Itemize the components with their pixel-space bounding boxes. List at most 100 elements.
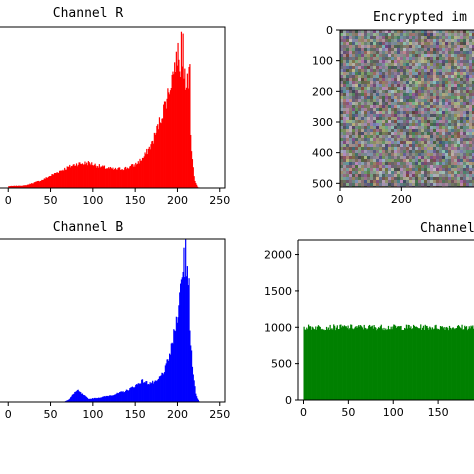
encrypted-pixel — [376, 39, 379, 42]
encrypted-pixel — [442, 48, 445, 51]
encrypted-pixel — [403, 96, 406, 99]
encrypted-pixel — [379, 36, 382, 39]
encrypted-pixel — [427, 144, 430, 147]
encrypted-pixel — [385, 90, 388, 93]
channel-b-bar — [189, 330, 191, 402]
encrypted-pixel — [397, 39, 400, 42]
channel-g-x-tick-label: 100 — [383, 406, 404, 419]
channel-b-bar — [183, 247, 185, 402]
channel-r-bar — [108, 167, 110, 188]
encrypted-pixel — [385, 48, 388, 51]
encrypted-pixel — [469, 30, 472, 33]
encrypted-pixel — [430, 102, 433, 105]
channel-r-bar — [177, 42, 179, 188]
channel-g-bar — [321, 328, 323, 400]
channel-g-bar — [332, 329, 334, 400]
encrypted-pixel — [397, 42, 400, 45]
encrypted-pixel — [433, 39, 436, 42]
encrypted-pixel — [379, 63, 382, 66]
encrypted-pixel — [409, 60, 412, 63]
encrypted-pixel — [346, 141, 349, 144]
encrypted-pixel — [415, 96, 418, 99]
encrypted-pixel — [424, 141, 427, 144]
encrypted-pixel — [340, 87, 343, 90]
encrypted-pixel — [466, 174, 469, 177]
encrypted-pixel — [379, 102, 382, 105]
channel-g-bar — [452, 327, 454, 400]
channel-b-bar — [187, 285, 189, 402]
encrypted-pixel — [439, 66, 442, 69]
encrypted-pixel — [424, 150, 427, 153]
encrypted-pixel — [400, 126, 403, 129]
encrypted-pixel — [412, 120, 415, 123]
channel-b-bar — [66, 400, 68, 402]
encrypted-pixel — [436, 132, 439, 135]
channel-g-bar — [348, 329, 350, 400]
encrypted-pixel — [421, 144, 424, 147]
encrypted-pixel — [346, 168, 349, 171]
encrypted-pixel — [445, 48, 448, 51]
encrypted-pixel — [448, 135, 451, 138]
encrypted-pixel — [376, 180, 379, 183]
encrypted-pixel — [436, 54, 439, 57]
encrypted-pixel — [412, 135, 415, 138]
channel-g-bar — [383, 327, 385, 400]
encrypted-pixel — [418, 153, 421, 156]
channel-r-bar — [103, 166, 105, 188]
encrypted-pixel — [466, 75, 469, 78]
channel-g-bar — [467, 328, 469, 400]
encrypted-pixel — [463, 63, 466, 66]
channel-b-bar — [99, 397, 101, 402]
channel-r-bar — [175, 51, 177, 189]
channel-g-bar — [325, 326, 328, 400]
channel-r-bar — [59, 170, 61, 188]
encrypted-pixel — [418, 111, 421, 114]
encrypted-pixel — [358, 48, 361, 51]
encrypted-pixel — [442, 111, 445, 114]
encrypted-pixel — [394, 105, 397, 108]
encrypted-pixel — [370, 87, 373, 90]
encrypted-pixel — [427, 87, 430, 90]
encrypted-pixel — [406, 33, 409, 36]
encrypted-pixel — [424, 72, 427, 75]
channel-b-bar — [81, 393, 84, 402]
encrypted-pixel — [376, 111, 379, 114]
encrypted-pixel — [385, 171, 388, 174]
encrypted-pixel — [391, 87, 394, 90]
channel-r-bar — [130, 164, 133, 188]
encrypted-pixel — [343, 57, 346, 60]
encrypted-pixel — [343, 174, 346, 177]
encrypted-pixel — [460, 75, 463, 78]
encrypted-pixel — [358, 150, 361, 153]
channel-b-bar — [182, 271, 184, 402]
channel-r-bar — [170, 88, 172, 188]
encrypted-pixel — [364, 87, 367, 90]
encrypted-pixel — [349, 171, 352, 174]
encrypted-pixel — [418, 147, 421, 150]
channel-b-bar — [65, 400, 67, 402]
encrypted-pixel — [427, 93, 430, 96]
encrypted-pixel — [400, 81, 403, 84]
encrypted-pixel — [397, 87, 400, 90]
encrypted-pixel — [400, 66, 403, 69]
channel-r-bar — [70, 166, 73, 188]
encrypted-pixel — [442, 102, 445, 105]
encrypted-pixel — [454, 75, 457, 78]
encrypted-pixel — [373, 66, 376, 69]
channel-g-bar — [351, 328, 354, 400]
encrypted-pixel — [361, 30, 364, 33]
encrypted-pixel — [466, 51, 469, 54]
encrypted-pixel — [346, 183, 349, 186]
channel-b-bar — [185, 276, 188, 402]
channel-g-bar — [405, 324, 408, 400]
encrypted-pixel — [349, 57, 352, 60]
encrypted-pixel — [454, 126, 457, 129]
encrypted-pixel — [349, 51, 352, 54]
channel-g-bar — [395, 328, 398, 400]
encrypted-pixel — [394, 165, 397, 168]
encrypted-pixel — [406, 60, 409, 63]
channel-r-bar — [26, 184, 29, 188]
encrypted-pixel — [346, 48, 349, 51]
encrypted-pixel — [406, 99, 409, 102]
channel-r-bar — [167, 88, 169, 188]
